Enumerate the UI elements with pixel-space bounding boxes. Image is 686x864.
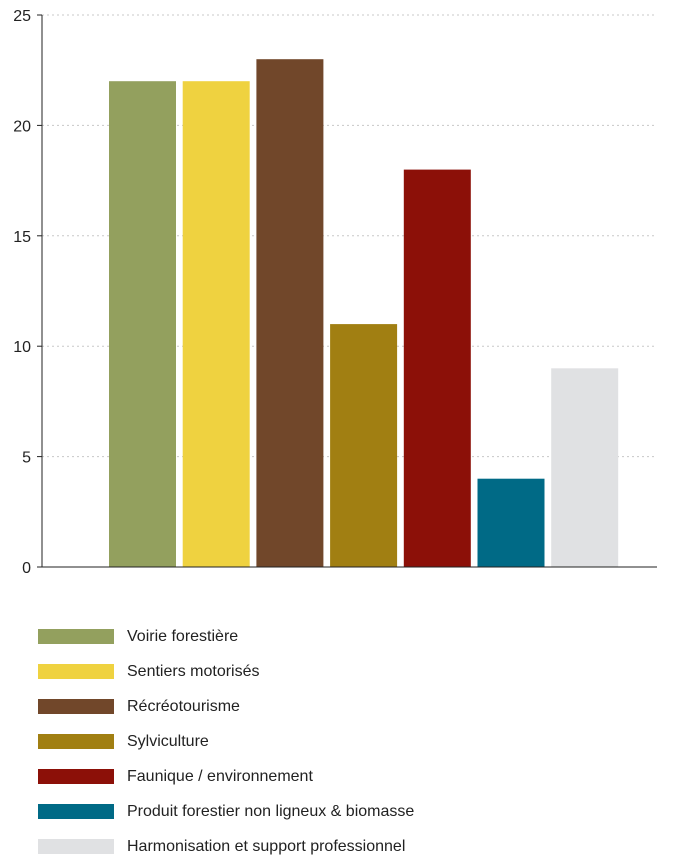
y-tick-label: 5 [22, 450, 31, 467]
legend-item: Récréotourisme [38, 689, 414, 724]
bar-5 [403, 169, 471, 567]
axes [41, 15, 657, 568]
y-tick-label: 20 [13, 118, 31, 135]
legend-swatch [38, 839, 114, 854]
legend-label: Harmonisation et support professionnel [127, 837, 406, 855]
legend-swatch [38, 734, 114, 749]
bar-7 [551, 368, 619, 567]
bar-2 [182, 81, 250, 567]
legend-label: Faunique / environnement [127, 767, 313, 785]
legend-item: Faunique / environnement [38, 759, 414, 794]
legend-label: Sentiers motorisés [127, 662, 260, 680]
bar-4 [330, 324, 398, 567]
y-ticks: 0 5 10 15 20 25 [13, 8, 42, 577]
legend-swatch [38, 699, 114, 714]
legend-label: Sylviculture [127, 732, 209, 750]
legend-item: Voirie forestière [38, 619, 414, 654]
y-tick-label: 25 [13, 8, 31, 25]
bars [109, 59, 619, 567]
legend-label: Récréotourisme [127, 697, 240, 715]
legend-swatch [38, 629, 114, 644]
legend-swatch [38, 769, 114, 784]
legend: Voirie forestière Sentiers motorisés Récré… [38, 619, 414, 864]
y-tick-label: 10 [13, 339, 31, 356]
legend-item: Sylviculture [38, 724, 414, 759]
legend-item: Produit forestier non ligneux & biomasse [38, 794, 414, 829]
legend-swatch [38, 664, 114, 679]
bar-3 [256, 59, 324, 567]
bar-6 [477, 478, 545, 567]
legend-swatch [38, 804, 114, 819]
bar-chart: 0 5 10 15 20 25 [13, 8, 657, 577]
bar-1 [109, 81, 176, 567]
y-tick-label: 0 [22, 560, 31, 577]
y-tick-label: 15 [13, 229, 31, 246]
legend-item: Harmonisation et support professionnel [38, 829, 414, 864]
legend-label: Voirie forestière [127, 627, 239, 645]
legend-label: Produit forestier non ligneux & biomasse [127, 802, 415, 820]
legend-item: Sentiers motorisés [38, 654, 414, 689]
